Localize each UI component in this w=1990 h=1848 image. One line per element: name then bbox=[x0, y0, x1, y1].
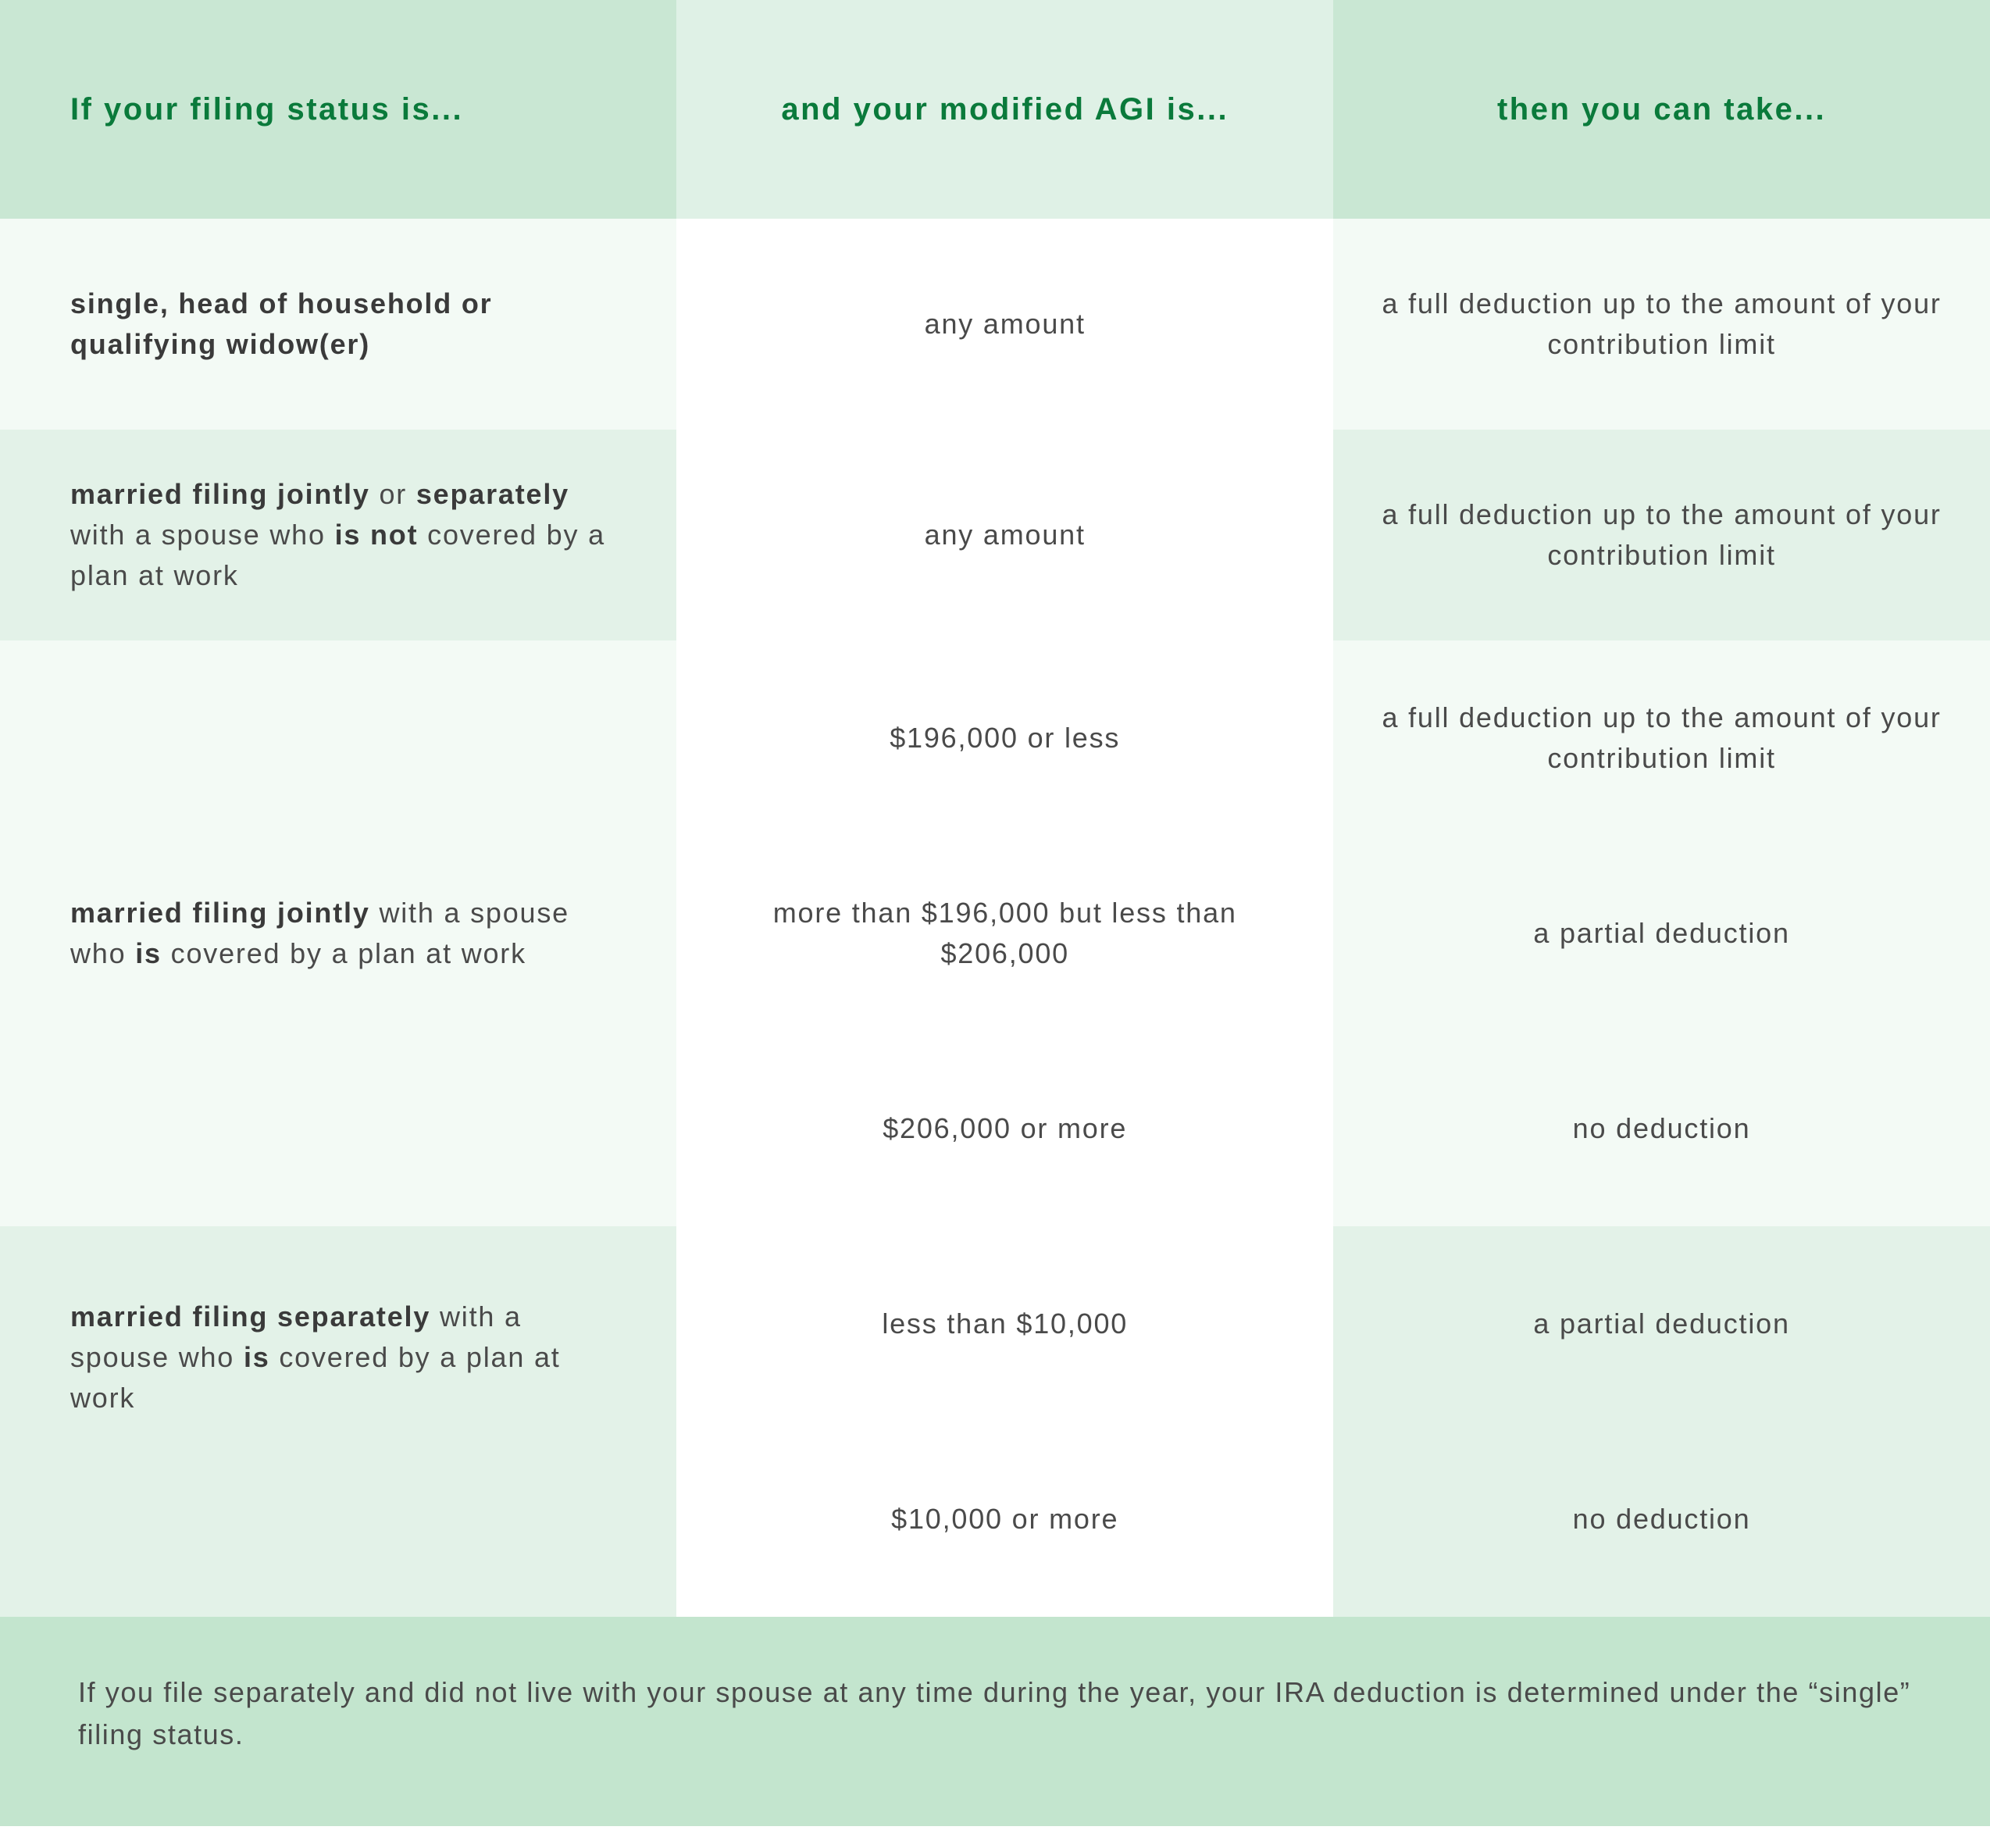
table-footer-row: If you file separately and did not live … bbox=[0, 1617, 1990, 1826]
cell-filing-status: married filing jointly or separately wit… bbox=[0, 430, 676, 640]
ira-deduction-table: If your filing status is... and your mod… bbox=[0, 0, 1990, 1826]
ira-deduction-table-wrapper: If your filing status is... and your mod… bbox=[0, 0, 1990, 1826]
cell-agi: any amount bbox=[676, 430, 1333, 640]
cell-agi: $10,000 or more bbox=[676, 1422, 1333, 1617]
cell-agi: less than $10,000 bbox=[676, 1226, 1333, 1422]
cell-deduction: a full deduction up to the amount of you… bbox=[1333, 430, 1990, 640]
cell-filing-status: single, head of household or qualifying … bbox=[0, 219, 676, 430]
table-row: married filing separately with a spouse … bbox=[0, 1226, 1990, 1422]
cell-deduction: a full deduction up to the amount of you… bbox=[1333, 219, 1990, 430]
footer-note: If you file separately and did not live … bbox=[0, 1617, 1990, 1826]
cell-deduction: a full deduction up to the amount of you… bbox=[1333, 640, 1990, 836]
header-filing-status: If your filing status is... bbox=[0, 0, 676, 219]
cell-deduction: a partial deduction bbox=[1333, 836, 1990, 1031]
cell-agi: $196,000 or less bbox=[676, 640, 1333, 836]
table-row: married filing jointly with a spouse who… bbox=[0, 640, 1990, 836]
cell-deduction: no deduction bbox=[1333, 1422, 1990, 1617]
cell-filing-status: married filing jointly with a spouse who… bbox=[0, 640, 676, 1226]
cell-agi: $206,000 or more bbox=[676, 1031, 1333, 1226]
cell-filing-status: married filing separately with a spouse … bbox=[0, 1226, 676, 1617]
cell-agi: more than $196,000 but less than $206,00… bbox=[676, 836, 1333, 1031]
header-modified-agi: and your modified AGI is... bbox=[676, 0, 1333, 219]
table-header-row: If your filing status is... and your mod… bbox=[0, 0, 1990, 219]
table-row: single, head of household or qualifying … bbox=[0, 219, 1990, 430]
cell-deduction: no deduction bbox=[1333, 1031, 1990, 1226]
cell-deduction: a partial deduction bbox=[1333, 1226, 1990, 1422]
table-row: married filing jointly or separately wit… bbox=[0, 430, 1990, 640]
header-deduction: then you can take... bbox=[1333, 0, 1990, 219]
cell-agi: any amount bbox=[676, 219, 1333, 430]
